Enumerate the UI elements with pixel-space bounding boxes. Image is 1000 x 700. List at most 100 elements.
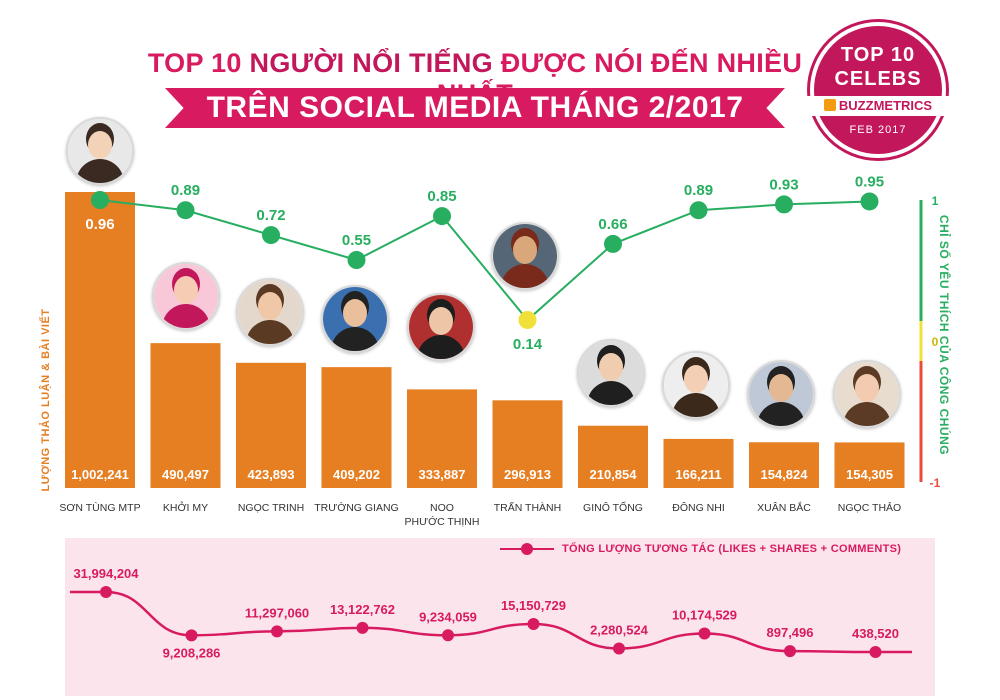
bar <box>321 367 392 488</box>
sentiment-point <box>91 191 109 209</box>
celebrity-photo <box>577 339 645 407</box>
celebrity-photo <box>833 360 901 428</box>
sentiment-point <box>262 226 280 245</box>
bar-value-label: 154,305 <box>846 467 893 482</box>
bar <box>578 425 648 488</box>
bar <box>65 192 135 488</box>
badge-line2: CELEBS <box>834 68 922 90</box>
interaction-value-label: 11,297,060 <box>245 605 309 620</box>
interaction-value-label: 9,234,059 <box>419 609 477 624</box>
interaction-point <box>784 645 796 658</box>
bar-value-label: 409,202 <box>333 467 380 482</box>
interaction-point <box>356 621 369 634</box>
sentiment-value-label: 0.95 <box>855 173 884 190</box>
interaction-value-label: 9,208,286 <box>163 645 221 660</box>
category-label: NGỌC TRINH <box>238 502 304 514</box>
celebrity-photo <box>662 351 730 419</box>
interaction-point <box>271 625 283 638</box>
badge-brand-text: BUZZMETRICS <box>838 98 933 113</box>
legend-text: TỔNG LƯỢNG TƯƠNG TÁC (LIKES + SHARES + C… <box>562 543 902 555</box>
interaction-value-label: 438,520 <box>852 626 899 641</box>
title-highlight: NGƯỜI NỔI TIẾNG <box>249 48 493 78</box>
category-label: NGỌC THẢO <box>838 501 901 514</box>
bar-value-label: 1,002,241 <box>71 467 129 482</box>
interaction-point <box>869 646 882 658</box>
bar-value-label: 296,913 <box>504 467 551 482</box>
title-banner: TRÊN SOCIAL MEDIA THÁNG 2/2017 <box>165 88 785 128</box>
interaction-point <box>185 629 198 642</box>
sentiment-value-label: 0.72 <box>256 207 285 224</box>
interaction-value-label: 13,122,762 <box>330 602 395 617</box>
bar-value-label: 166,211 <box>675 467 721 482</box>
interaction-value-label: 2,280,524 <box>590 622 649 637</box>
sentiment-point <box>518 311 537 329</box>
bar <box>663 438 734 488</box>
interaction-point <box>527 618 540 631</box>
interaction-value-label: 15,150,729 <box>501 598 566 613</box>
sentiment-value-label: 0.14 <box>513 336 543 353</box>
bar <box>834 442 905 488</box>
bar-value-label: 333,887 <box>419 467 466 482</box>
sentiment-value-label: 0.96 <box>85 216 114 233</box>
bar-value-label: 423,893 <box>248 467 295 482</box>
sentiment-value-label: 0.66 <box>598 216 627 233</box>
top10-badge: TOP 10 CELEBS BUZZMETRICS FEB 2017 <box>800 22 956 158</box>
interaction-line <box>70 590 912 654</box>
badge-line1: TOP 10 <box>840 44 916 66</box>
sentiment-point <box>433 207 451 226</box>
bar-value-label: 490,497 <box>162 467 209 482</box>
main-title: TOP 10 NGƯỜI NỔI TIẾNG ĐƯỢC NÓI ĐẾN NHIỀ… <box>130 48 820 110</box>
sentiment-tick-label: 1 <box>932 194 939 208</box>
bar <box>407 389 477 488</box>
bar-value-label: 154,824 <box>761 467 809 482</box>
interaction-point <box>613 642 625 655</box>
celebrity-photo <box>66 117 134 185</box>
sentiment-tick-label: -1 <box>930 476 941 490</box>
celebrity-photo <box>491 222 559 290</box>
celebrity-photo <box>747 360 815 428</box>
interaction-value-label: 10,174,529 <box>672 607 737 622</box>
bar <box>236 362 306 488</box>
interaction-value-label: 31,994,204 <box>73 566 139 581</box>
sentiment-value-label: 0.93 <box>769 176 798 193</box>
sentiment-point <box>860 192 879 211</box>
badge-brand: BUZZMETRICS <box>800 96 956 116</box>
celebrity-photo <box>321 285 389 353</box>
brand-logo-icon <box>823 99 836 111</box>
sentiment-point <box>604 234 622 253</box>
interaction-point <box>100 586 112 598</box>
celebrity-photo <box>236 278 304 346</box>
category-label: GINÔ TỐNG <box>583 500 643 514</box>
title-prefix: TOP 10 <box>147 48 250 78</box>
celebrity-photo <box>152 262 220 330</box>
category-label: ĐÔNG NHI <box>672 501 725 514</box>
sentiment-value-label: 0.89 <box>171 182 200 199</box>
legend-line-icon <box>500 543 554 556</box>
interaction-panel <box>65 538 935 696</box>
interaction-legend: TỔNG LƯỢNG TƯƠNG TÁC (LIKES + SHARES + C… <box>500 543 902 556</box>
bar <box>749 442 819 488</box>
celebrity-photo <box>407 293 475 361</box>
category-label: XUÂN BẮC <box>757 501 811 514</box>
interaction-value-label: 897,496 <box>767 625 814 640</box>
category-label: TRẤN THÀNH <box>494 501 561 514</box>
category-label: PHƯỚC THỊNH <box>405 515 480 528</box>
category-label: NOO <box>430 502 454 514</box>
sentiment-point <box>176 201 195 220</box>
interaction-point <box>698 627 711 640</box>
category-label: SƠN TÙNG MTP <box>59 501 140 514</box>
bar <box>492 400 563 488</box>
sentiment-line <box>99 199 870 322</box>
sentiment-value-label: 0.89 <box>684 182 713 199</box>
bar <box>150 343 221 488</box>
sentiment-value-label: 0.85 <box>427 188 456 205</box>
sentiment-tick-label: 0 <box>932 335 939 349</box>
sentiment-point <box>347 251 366 269</box>
interaction-point <box>442 629 454 642</box>
sentiment-value-label: 0.55 <box>342 232 371 249</box>
bar-value-label: 210,854 <box>590 467 638 482</box>
badge-date: FEB 2017 <box>849 124 907 136</box>
sentiment-point <box>689 201 708 220</box>
